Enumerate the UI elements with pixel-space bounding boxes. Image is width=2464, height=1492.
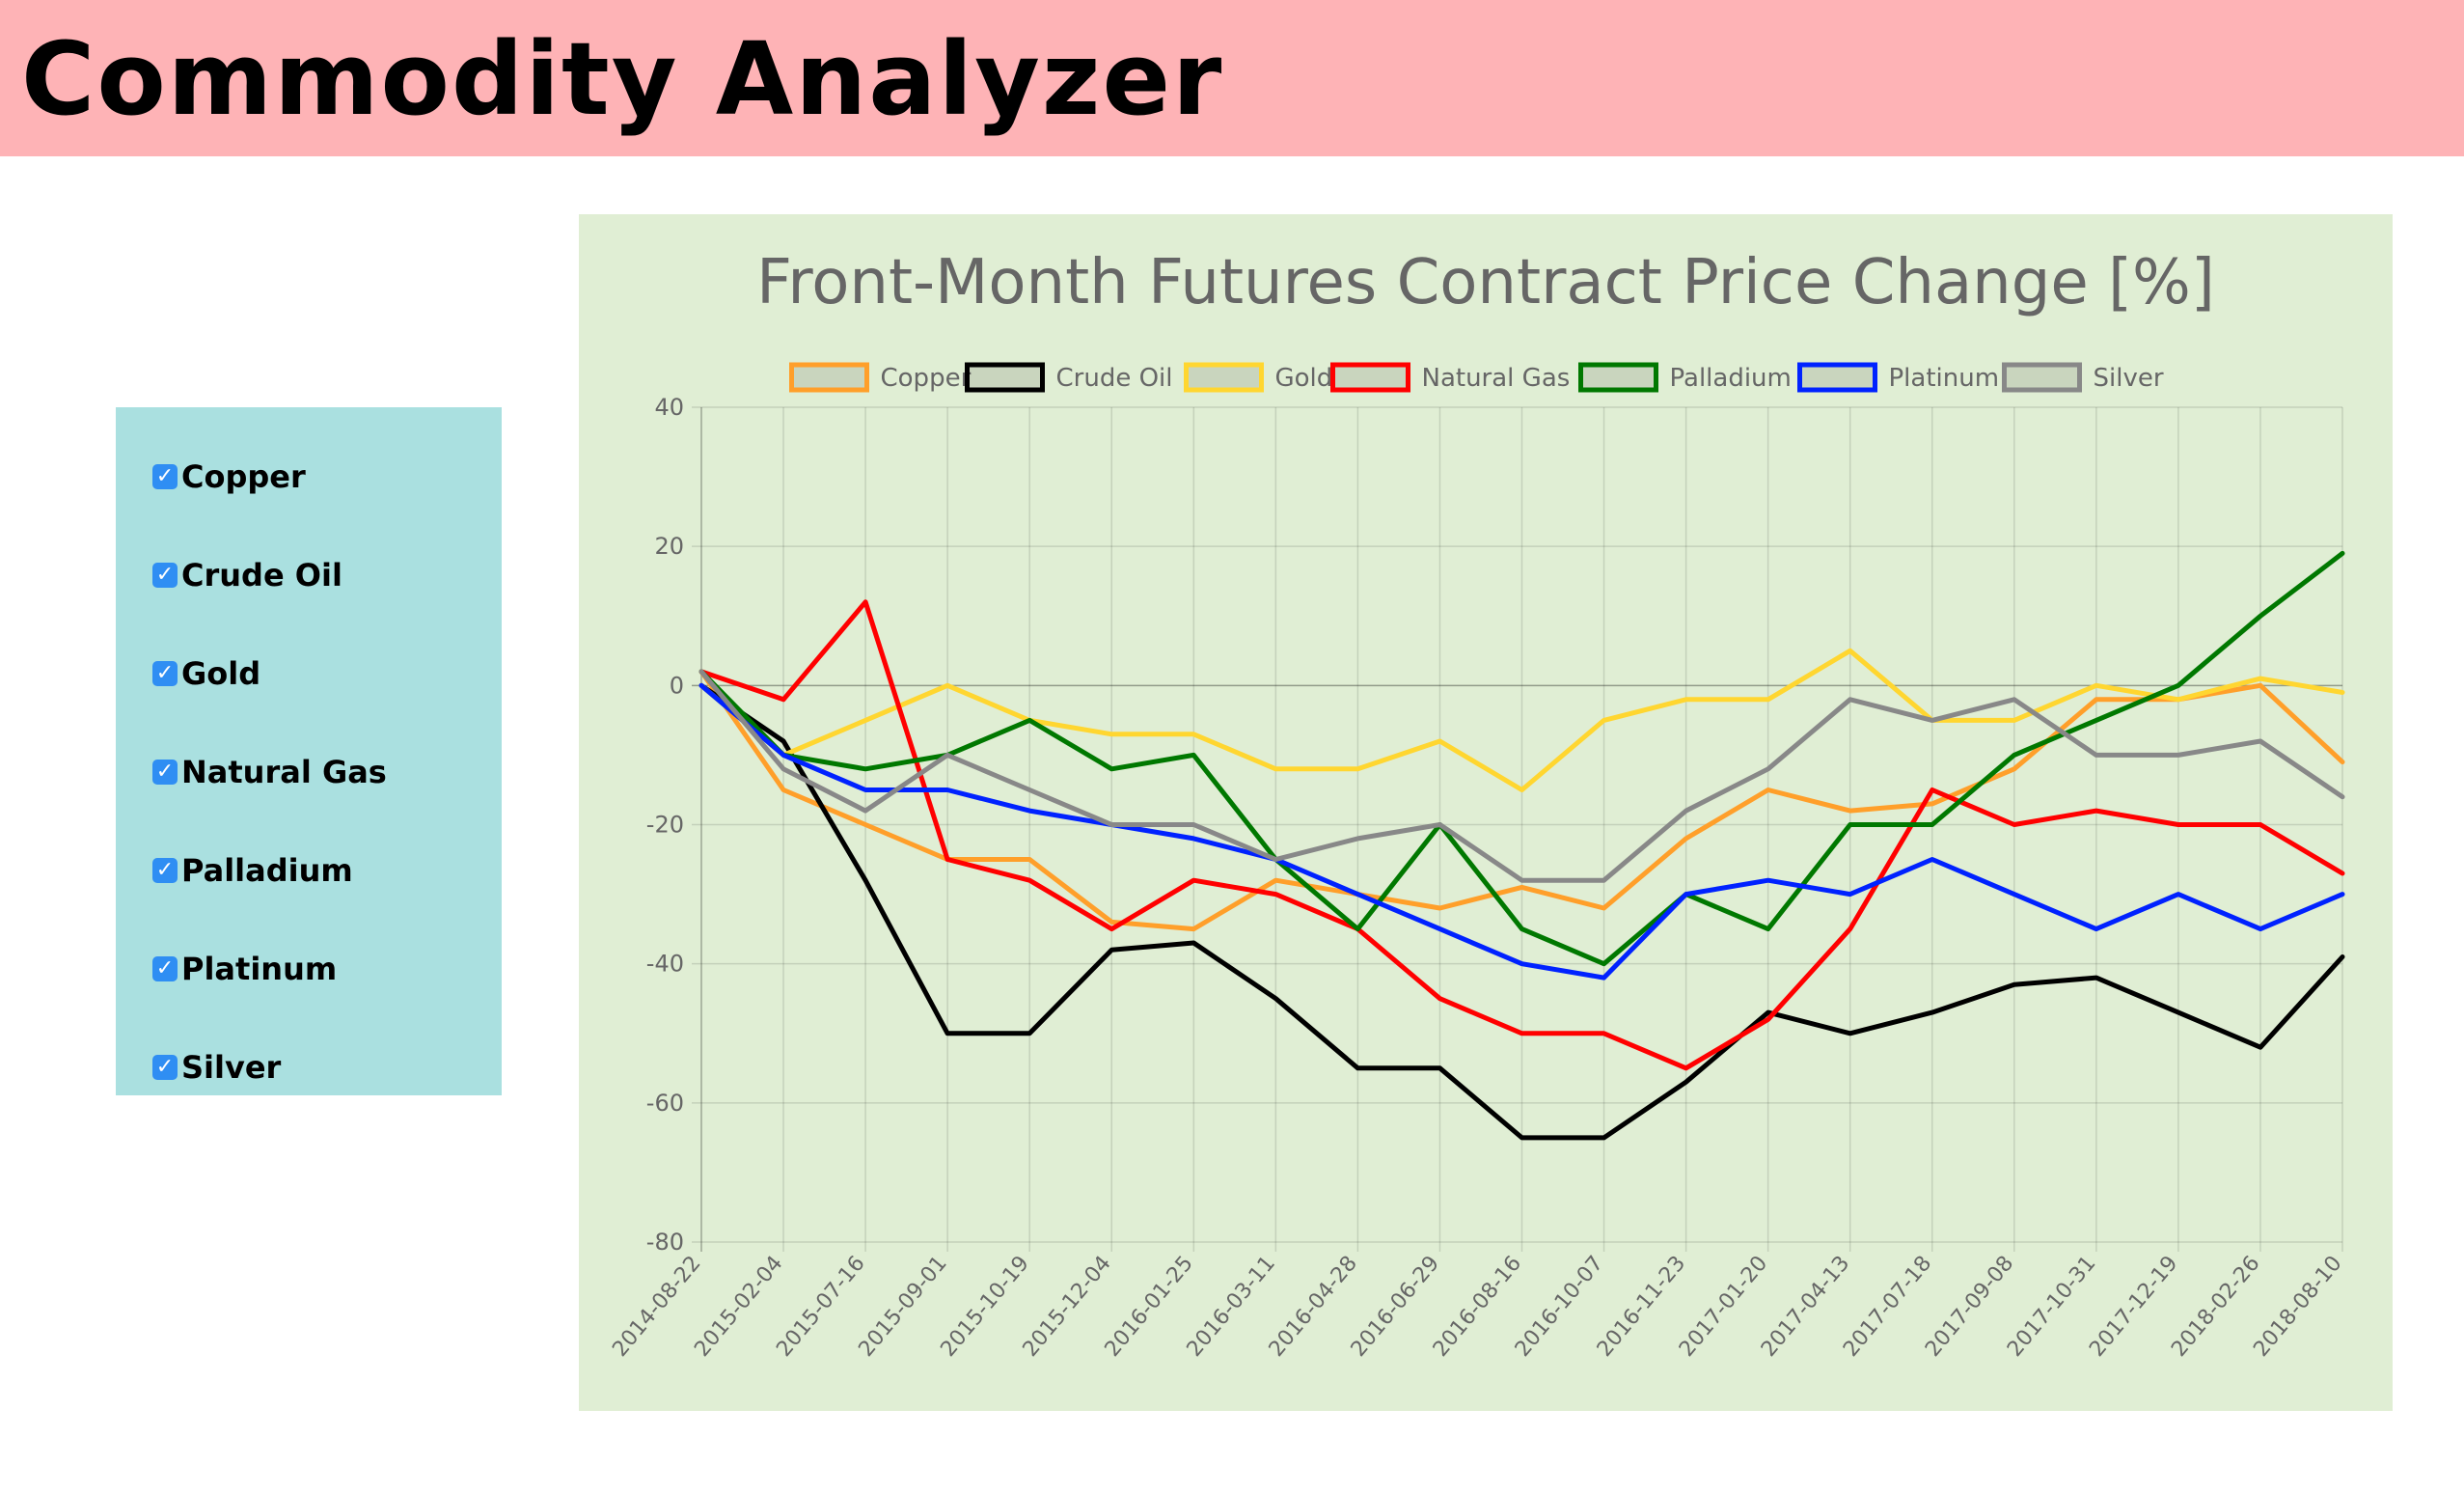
series-line-palladium: [698, 550, 2345, 967]
filter-label-gold: Gold: [181, 655, 261, 692]
filter-label-natural-gas: Natural Gas: [181, 754, 387, 790]
legend-label-natural-gas: Natural Gas: [1422, 364, 1571, 393]
checkbox-silver[interactable]: ✓: [152, 1055, 178, 1080]
y-tick-label: 40: [654, 394, 684, 421]
y-tick-label: -40: [646, 951, 684, 978]
legend-swatch-silver: [2002, 362, 2082, 393]
series-line-silver: [698, 669, 2345, 883]
legend-label-gold: Gold: [1275, 364, 1333, 393]
checkbox-gold[interactable]: ✓: [152, 661, 178, 686]
app-header: Commodity Analyzer: [0, 0, 2464, 156]
y-tick-label: -20: [646, 812, 684, 839]
filter-item-natural-gas[interactable]: ✓ Natural Gas: [152, 751, 387, 793]
legend-label-crude-oil: Crude Oil: [1056, 364, 1173, 393]
filter-item-copper[interactable]: ✓ Copper: [152, 456, 306, 498]
filter-label-copper: Copper: [181, 458, 306, 495]
legend-label-silver: Silver: [2094, 364, 2164, 393]
legend-label-copper: Copper: [881, 364, 972, 393]
filter-item-palladium[interactable]: ✓ Palladium: [152, 849, 353, 892]
app-title: Commodity Analyzer: [21, 20, 1224, 138]
filter-label-silver: Silver: [181, 1049, 282, 1086]
legend-swatch-crude-oil: [965, 362, 1045, 393]
series-line-natural-gas: [698, 599, 2345, 1071]
checkbox-platinum[interactable]: ✓: [152, 956, 178, 981]
legend-swatch-copper: [789, 362, 869, 393]
checkbox-natural-gas[interactable]: ✓: [152, 760, 178, 785]
y-tick-label: -60: [646, 1090, 684, 1117]
filter-item-gold[interactable]: ✓ Gold: [152, 652, 260, 695]
checkbox-copper[interactable]: ✓: [152, 464, 178, 489]
y-tick-label: 0: [670, 672, 684, 699]
filter-item-silver[interactable]: ✓ Silver: [152, 1046, 281, 1089]
series-line-crude-oil: [698, 682, 2345, 1141]
legend-swatch-natural-gas: [1330, 362, 1410, 393]
checkbox-palladium[interactable]: ✓: [152, 858, 178, 883]
legend-swatch-gold: [1184, 362, 1264, 393]
legend-swatch-platinum: [1797, 362, 1877, 393]
filter-item-platinum[interactable]: ✓ Platinum: [152, 948, 337, 990]
legend-label-palladium: Palladium: [1670, 364, 1792, 393]
filter-item-crude-oil[interactable]: ✓ Crude Oil: [152, 554, 342, 596]
series-line-gold: [698, 648, 2345, 792]
price-change-chart: Front-Month Futures Contract Price Chang…: [608, 247, 2346, 1362]
checkbox-crude-oil[interactable]: ✓: [152, 563, 178, 588]
filter-label-platinum: Platinum: [181, 951, 338, 987]
filter-label-palladium: Palladium: [181, 852, 353, 889]
y-tick-label: -80: [646, 1229, 684, 1256]
commodity-filter-panel: ✓ Copper ✓ Crude Oil ✓ Gold ✓ Natural Gas ✓ Palla…: [116, 407, 502, 1095]
series-line-copper: [698, 669, 2345, 932]
series-line-platinum: [698, 682, 2345, 981]
filter-label-crude-oil: Crude Oil: [181, 557, 342, 594]
chart-panel: Front-Month Futures Contract Price Chang…: [579, 214, 2393, 1411]
legend-swatch-palladium: [1578, 362, 1658, 393]
y-tick-label: 20: [654, 533, 684, 560]
chart-title: Front-Month Futures Contract Price Chang…: [756, 247, 2215, 318]
legend-label-platinum: Platinum: [1889, 364, 2000, 393]
